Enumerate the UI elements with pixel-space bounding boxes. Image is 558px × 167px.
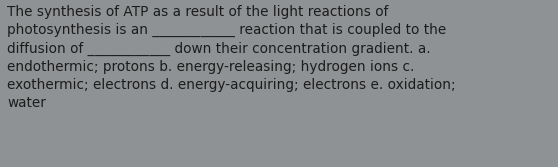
Text: The synthesis of ATP as a result of the light reactions of
photosynthesis is an : The synthesis of ATP as a result of the …: [7, 5, 456, 110]
